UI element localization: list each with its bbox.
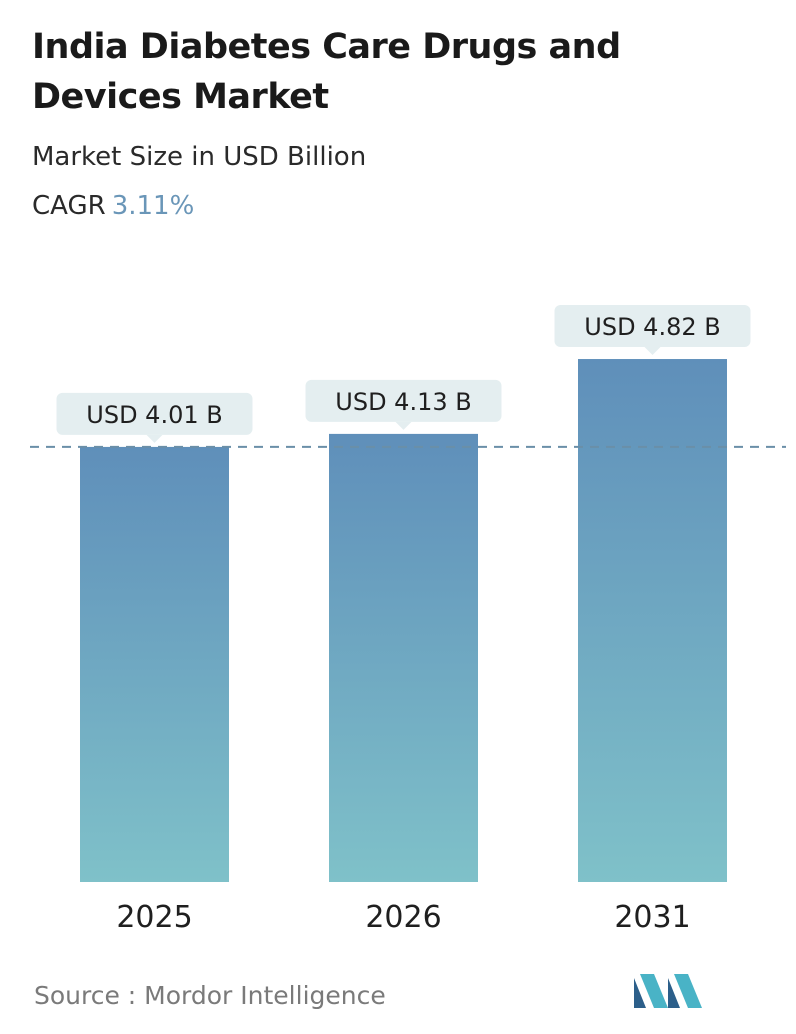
data-label-pointer bbox=[146, 434, 163, 443]
logo-shape-2 bbox=[640, 974, 668, 1008]
chart-subtitle: Market Size in USD Billion bbox=[32, 142, 367, 172]
x-tick-labels: 2025 2026 2031 bbox=[116, 900, 690, 935]
bar-2031 bbox=[578, 359, 727, 882]
cagr-line: CAGR 3.11% bbox=[32, 188, 194, 224]
bars-layer bbox=[80, 359, 727, 882]
bar-2026 bbox=[329, 433, 478, 882]
data-label-pointer bbox=[644, 347, 661, 356]
labels-layer: USD 4.01 B USD 4.13 B USD 4.82 B bbox=[56, 305, 751, 443]
data-label-box bbox=[554, 305, 751, 348]
x-tick-label-2031: 2031 bbox=[614, 900, 690, 935]
data-label-box bbox=[56, 392, 253, 435]
data-label-box bbox=[305, 379, 502, 422]
logo-shape-4 bbox=[674, 974, 702, 1008]
data-label-text: USD 4.13 B bbox=[335, 388, 471, 416]
bar-2025 bbox=[80, 446, 229, 882]
x-tick-label-2025: 2025 bbox=[116, 900, 192, 935]
logo-shape-1 bbox=[634, 978, 646, 1008]
x-tick-label-2026: 2026 bbox=[365, 900, 441, 935]
source-note: Source : Mordor Intelligence bbox=[34, 981, 386, 1010]
data-label-pointer bbox=[395, 421, 412, 430]
cagr-label: CAGR bbox=[32, 191, 106, 221]
data-label-2026: USD 4.13 B bbox=[305, 379, 502, 430]
data-label-text: USD 4.82 B bbox=[584, 313, 720, 341]
data-label-text: USD 4.01 B bbox=[86, 401, 222, 429]
data-label-2025: USD 4.01 B bbox=[56, 392, 253, 443]
mordor-intelligence-logo-icon bbox=[634, 974, 702, 1008]
cagr-value: 3.11% bbox=[111, 191, 195, 221]
logo-shape-3 bbox=[668, 978, 680, 1008]
chart-title: India Diabetes Care Drugs and Devices Ma… bbox=[32, 27, 621, 117]
data-label-2031: USD 4.82 B bbox=[554, 305, 751, 356]
